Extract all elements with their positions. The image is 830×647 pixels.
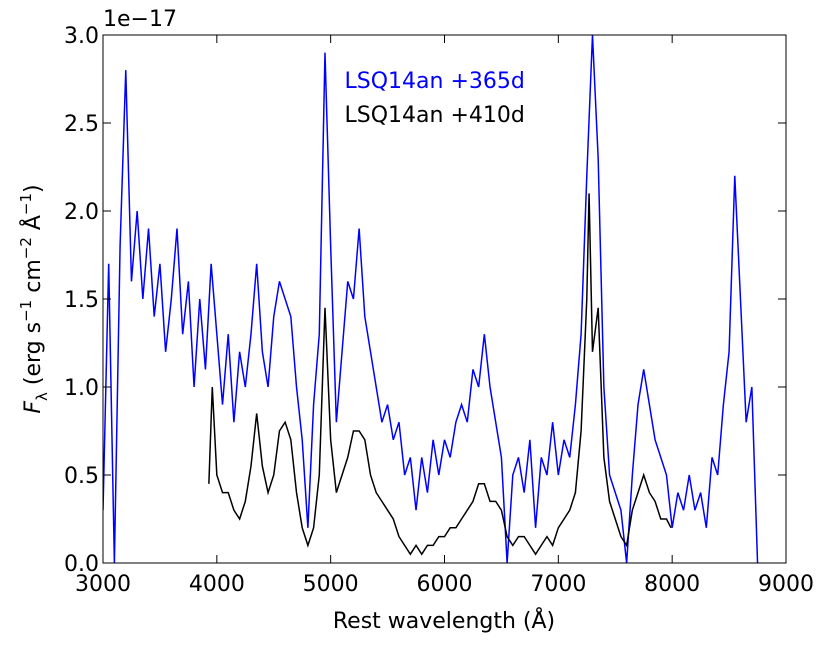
y-tick-label: 1.5 bbox=[64, 288, 99, 313]
legend-entry: LSQ14an +365d bbox=[345, 69, 525, 94]
x-tick-label: 7000 bbox=[530, 572, 586, 597]
spectrum-line bbox=[208, 193, 672, 556]
y-tick-label: 3.0 bbox=[64, 24, 99, 49]
y-tick-label: 1.0 bbox=[64, 376, 99, 401]
x-tick-label: 4000 bbox=[189, 572, 245, 597]
x-tick-label: 3000 bbox=[75, 572, 131, 597]
x-tick-label: 5000 bbox=[303, 572, 359, 597]
y-offset-label: 1e−17 bbox=[103, 7, 177, 32]
y-axis-label-part: Å bbox=[19, 215, 46, 237]
y-tick-label: 0.5 bbox=[64, 464, 99, 489]
y-axis-label-part: −2 bbox=[17, 237, 35, 259]
spectrum-line bbox=[103, 35, 759, 563]
legend-entry: LSQ14an +410d bbox=[345, 103, 525, 128]
x-axis-label: Rest wavelength (Å) bbox=[333, 607, 555, 634]
y-tick-label: 2.5 bbox=[64, 112, 99, 137]
y-axis-label: Fλ (erg s−1 cm−2 Å−1) bbox=[17, 184, 51, 413]
y-tick-label: 2.0 bbox=[64, 200, 99, 225]
y-axis-label-part: λ bbox=[33, 392, 51, 401]
y-axis-label-part: ) bbox=[21, 184, 46, 193]
y-axis-label-part: −1 bbox=[17, 193, 35, 215]
y-axis-label-part: F bbox=[21, 401, 46, 414]
y-tick-label: 0.0 bbox=[64, 552, 99, 577]
y-axis-label-part: cm bbox=[21, 259, 46, 300]
y-axis-label-part: −1 bbox=[17, 300, 35, 322]
x-tick-label: 6000 bbox=[417, 572, 473, 597]
y-axis-label-part: (erg s bbox=[21, 322, 46, 392]
x-tick-label: 9000 bbox=[758, 572, 814, 597]
x-tick-label: 8000 bbox=[644, 572, 700, 597]
